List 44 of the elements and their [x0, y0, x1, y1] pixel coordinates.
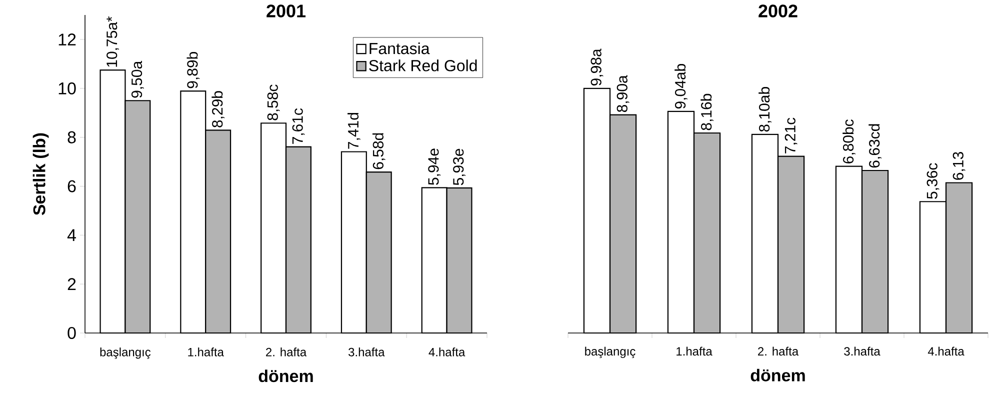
y-axis-title: Sertlik (lb) [32, 133, 49, 216]
y-tick-label: 2 [68, 278, 76, 290]
data-label: 7,41d [348, 112, 360, 149]
x-tick-label: 4.hafta [428, 348, 466, 356]
data-label: 8,58c [267, 84, 280, 120]
x-tick-label: 3.hafta [348, 348, 385, 356]
x-tick-label: başlangıç [100, 348, 151, 359]
y-tick-label: 10 [58, 82, 76, 94]
data-label: 6,58d [372, 133, 386, 170]
data-label: 8,90a [616, 75, 630, 112]
y-tick-label: 12 [58, 34, 76, 46]
chart-title: 2002 [758, 4, 798, 18]
data-label: 9,98a [590, 48, 604, 86]
data-label: 9,50a [131, 60, 144, 98]
data-label: 8,10ab [758, 87, 772, 132]
x-tick-label: başlangıç [585, 346, 636, 358]
x-tick-label: 3.hafta [844, 346, 880, 356]
y-tick-label: 6 [68, 180, 76, 192]
data-label: 6,63cd [868, 124, 882, 168]
x-tick-label: 4.hafta [928, 346, 964, 356]
data-label: 8,29b [212, 91, 224, 128]
y-tick-label: 0 [68, 326, 76, 340]
data-label: 7,21c [784, 118, 798, 154]
data-label: 8,16b [700, 94, 714, 130]
data-label: 7,61c [292, 108, 305, 144]
x-axis-title: dönem [258, 370, 313, 382]
x-axis-title: dönem [750, 368, 805, 382]
data-label: 6,80bc [842, 119, 856, 164]
data-label: 5,94e [428, 148, 441, 185]
legend-label: Stark Red Gold [369, 60, 477, 72]
y-tick-label: 4 [67, 229, 76, 241]
legend-label: Fantasia [370, 42, 430, 54]
x-tick-label: 1.hafta [676, 346, 712, 356]
data-label: 6,13 [952, 152, 966, 180]
x-tick-label: 2. hafta [266, 348, 307, 356]
x-tick-label: 2. hafta [758, 346, 799, 356]
data-label: 9,89b [186, 52, 200, 88]
data-label: 9,04ab [674, 64, 688, 109]
chart-title: 2001 [266, 4, 306, 18]
data-label: 5,93e [453, 148, 466, 186]
x-tick-label: 1.hafta [188, 348, 224, 356]
y-tick-label: 8 [68, 131, 76, 144]
data-label: 10,75a* [106, 16, 119, 67]
data-label: 5,36c [926, 163, 940, 199]
